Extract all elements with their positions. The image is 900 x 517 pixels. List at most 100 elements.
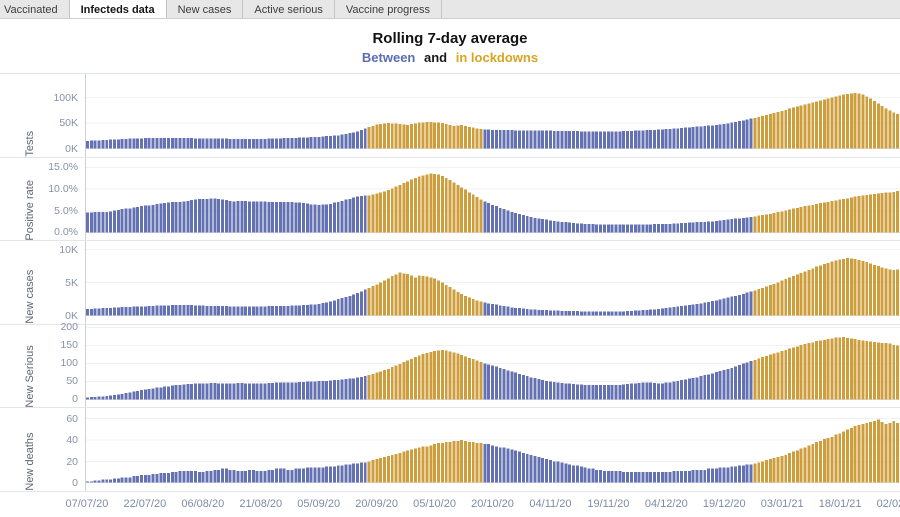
bar[interactable] (313, 304, 317, 316)
bar[interactable] (456, 441, 460, 483)
bar[interactable] (425, 122, 429, 149)
bar[interactable] (271, 306, 275, 316)
bar[interactable] (444, 442, 448, 483)
bar[interactable] (444, 285, 448, 316)
bar[interactable] (710, 373, 714, 400)
bar[interactable] (290, 201, 294, 233)
bar[interactable] (163, 473, 167, 483)
bar[interactable] (537, 217, 541, 233)
bar[interactable] (186, 305, 190, 316)
bar[interactable] (147, 306, 151, 316)
bar[interactable] (622, 311, 626, 316)
bar[interactable] (440, 123, 444, 149)
bar[interactable] (610, 223, 614, 233)
bar[interactable] (637, 310, 641, 316)
bar[interactable] (876, 193, 880, 233)
bar[interactable] (348, 198, 352, 233)
tab-infecteds-data[interactable]: Infecteds data (69, 0, 167, 18)
bar[interactable] (803, 343, 807, 400)
bar[interactable] (537, 309, 541, 316)
bar[interactable] (730, 296, 734, 316)
bar[interactable] (471, 194, 475, 233)
bar[interactable] (525, 375, 529, 400)
bar[interactable] (691, 127, 695, 149)
bar[interactable] (228, 306, 232, 316)
bar[interactable] (240, 200, 244, 233)
bar[interactable] (880, 422, 884, 483)
bar[interactable] (660, 383, 664, 400)
bar[interactable] (791, 276, 795, 316)
bar[interactable] (325, 466, 329, 483)
bar[interactable] (521, 453, 525, 483)
bar[interactable] (714, 124, 718, 149)
bar[interactable] (386, 278, 390, 316)
bar[interactable] (645, 309, 649, 316)
bar[interactable] (656, 383, 660, 400)
bar[interactable] (197, 138, 201, 149)
bar[interactable] (649, 223, 653, 233)
bar[interactable] (267, 470, 271, 483)
bar[interactable] (290, 470, 294, 483)
bar[interactable] (884, 192, 888, 233)
bar[interactable] (278, 382, 282, 400)
bar[interactable] (741, 217, 745, 233)
bar[interactable] (290, 305, 294, 316)
bar[interactable] (637, 472, 641, 483)
bar[interactable] (525, 454, 529, 483)
bar[interactable] (248, 306, 251, 316)
bar[interactable] (548, 220, 552, 233)
bar[interactable] (845, 429, 849, 483)
bar[interactable] (745, 217, 749, 233)
bar[interactable] (768, 354, 772, 400)
bar[interactable] (892, 191, 896, 233)
bar[interactable] (633, 472, 637, 483)
bar[interactable] (182, 200, 186, 233)
bar[interactable] (691, 222, 695, 233)
bar[interactable] (321, 380, 325, 400)
bar[interactable] (822, 264, 826, 316)
bar[interactable] (680, 471, 684, 483)
bar[interactable] (572, 131, 576, 149)
bar[interactable] (653, 382, 657, 400)
bar[interactable] (815, 266, 819, 316)
bar[interactable] (128, 138, 132, 149)
bar[interactable] (329, 135, 332, 149)
bar[interactable] (548, 381, 552, 400)
bar[interactable] (629, 223, 633, 233)
bar[interactable] (205, 138, 209, 149)
bar[interactable] (479, 129, 483, 149)
bar[interactable] (818, 265, 822, 316)
bar[interactable] (722, 219, 726, 233)
bar[interactable] (741, 120, 745, 149)
bar[interactable] (506, 370, 510, 400)
bar[interactable] (649, 472, 653, 483)
bar[interactable] (764, 460, 768, 483)
bar[interactable] (768, 213, 772, 233)
bar[interactable] (178, 201, 182, 233)
bar[interactable] (305, 203, 309, 233)
bar[interactable] (699, 375, 703, 400)
bar[interactable] (113, 210, 116, 233)
bar[interactable] (213, 306, 217, 316)
bar[interactable] (718, 299, 722, 316)
bar[interactable] (402, 452, 406, 483)
bar[interactable] (440, 282, 444, 316)
bar[interactable] (869, 341, 873, 400)
bar[interactable] (89, 212, 93, 233)
bar[interactable] (749, 360, 753, 400)
bar[interactable] (271, 382, 275, 400)
bar[interactable] (591, 384, 595, 400)
bar[interactable] (556, 220, 560, 233)
bar[interactable] (753, 463, 757, 483)
bar[interactable] (336, 299, 340, 316)
bar[interactable] (622, 472, 626, 483)
bar[interactable] (510, 211, 514, 233)
bar[interactable] (618, 384, 622, 400)
bar[interactable] (159, 203, 163, 233)
bar[interactable] (467, 297, 471, 316)
bar[interactable] (834, 200, 838, 233)
bar[interactable] (633, 130, 637, 149)
bar[interactable] (761, 461, 765, 483)
bar[interactable] (128, 307, 132, 316)
bar[interactable] (772, 112, 776, 149)
